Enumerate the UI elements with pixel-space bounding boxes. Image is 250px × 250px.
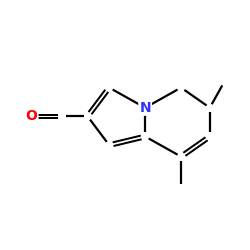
Text: O: O [26,109,38,123]
Text: N: N [139,101,151,115]
